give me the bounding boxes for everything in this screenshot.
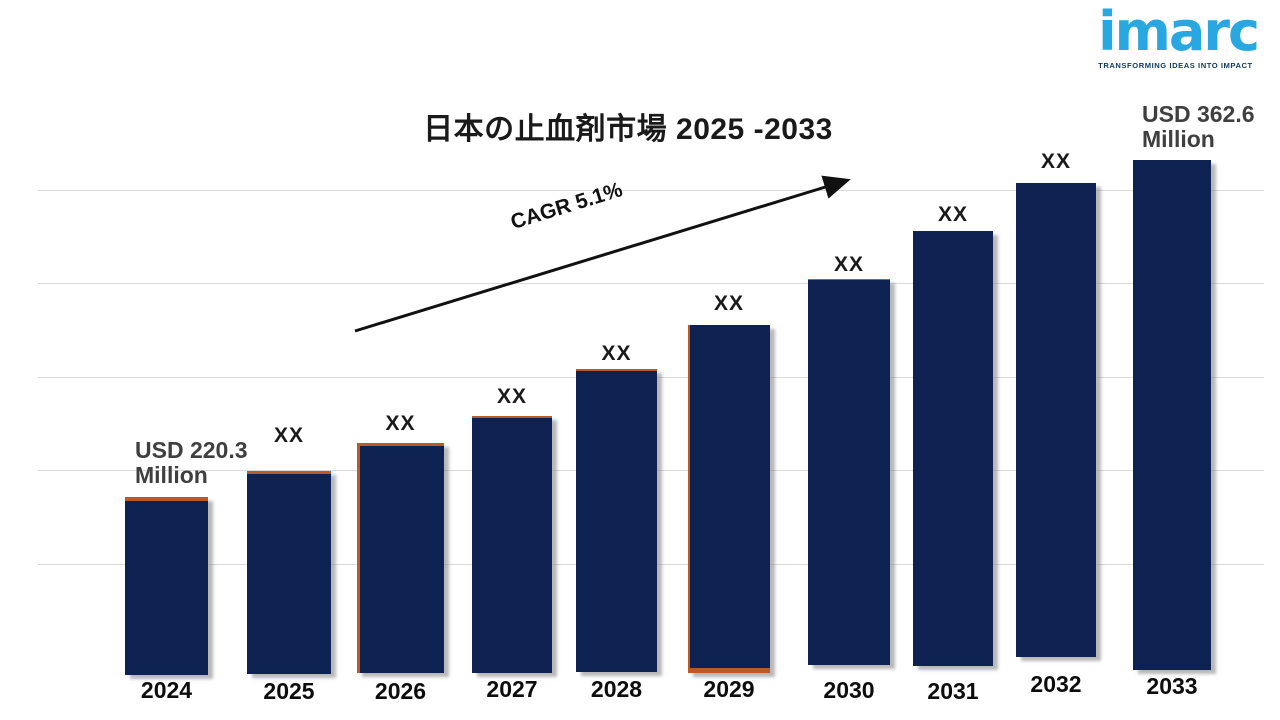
axis-label-2033: 2033 bbox=[1146, 673, 1198, 699]
axis-label-2032: 2032 bbox=[1030, 671, 1082, 697]
axis-label-2026: 2026 bbox=[374, 678, 427, 704]
imarc-logo-tagline: TRANSFORMING IDEAS INTO IMPACT bbox=[1098, 61, 1253, 70]
page-title: 日本の止血剤市場 2025 -2033 bbox=[423, 113, 833, 146]
axis-label-2030: 2030 bbox=[823, 677, 875, 703]
value-label-2031: XX bbox=[937, 203, 968, 226]
axis-label-2024: 2024 bbox=[140, 677, 193, 703]
value-label-2028: XX bbox=[601, 342, 632, 365]
value-label-2029: XX bbox=[713, 292, 744, 315]
bar-2029 bbox=[688, 325, 770, 673]
bar-2028 bbox=[576, 369, 657, 672]
axis-label-2025: 2025 bbox=[263, 678, 315, 704]
axis-label-2031: 2031 bbox=[927, 678, 979, 704]
bar-2032 bbox=[1016, 183, 1096, 657]
value-label-2032: XX bbox=[1040, 150, 1071, 173]
value-label-2033: USD 362.6 Million bbox=[1142, 101, 1255, 152]
bar-2031 bbox=[913, 231, 993, 666]
bar-2033 bbox=[1133, 160, 1211, 670]
bar-2026 bbox=[357, 443, 444, 673]
axis-label-2029: 2029 bbox=[703, 676, 755, 702]
value-label-2030: XX bbox=[833, 253, 864, 276]
axis-label-2028: 2028 bbox=[590, 676, 643, 702]
bar-2030 bbox=[808, 279, 890, 665]
value-label-2024: USD 220.3 Million bbox=[135, 437, 248, 488]
value-label-2025: XX bbox=[273, 424, 304, 447]
imarc-logo-text: imarc bbox=[1098, 0, 1260, 63]
cagr-label: CAGR 5.1% bbox=[508, 178, 626, 234]
bar-2024 bbox=[125, 497, 208, 675]
axis-label-2027: 2027 bbox=[486, 676, 538, 702]
bar-2027 bbox=[472, 416, 552, 673]
value-label-2026: XX bbox=[385, 412, 416, 435]
value-label-2027: XX bbox=[496, 385, 527, 408]
imarc-logo: imarc TRANSFORMING IDEAS INTO IMPACT bbox=[1098, 0, 1260, 71]
bar-2025 bbox=[247, 471, 331, 674]
